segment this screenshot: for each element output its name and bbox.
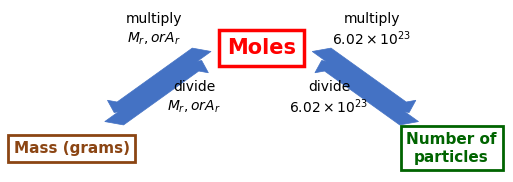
Polygon shape bbox=[107, 48, 211, 112]
Text: $6.02\times10^{23}$: $6.02\times10^{23}$ bbox=[289, 98, 369, 116]
Polygon shape bbox=[315, 61, 419, 125]
Text: $6.02\times10^{23}$: $6.02\times10^{23}$ bbox=[332, 30, 411, 48]
Text: $\it{M_r}$$\it{,orA_r}$: $\it{M_r}$$\it{,orA_r}$ bbox=[167, 99, 221, 115]
Text: Number of
particles: Number of particles bbox=[406, 132, 497, 165]
Text: $\it{M_r}$$\it{,orA_r}$: $\it{M_r}$$\it{,orA_r}$ bbox=[127, 31, 181, 47]
Polygon shape bbox=[312, 48, 416, 112]
Text: divide: divide bbox=[308, 80, 350, 94]
Text: multiply: multiply bbox=[126, 12, 183, 26]
Text: divide: divide bbox=[173, 80, 215, 94]
Polygon shape bbox=[105, 61, 208, 125]
Text: multiply: multiply bbox=[343, 12, 400, 26]
Text: Mass (grams): Mass (grams) bbox=[14, 141, 130, 156]
Text: Moles: Moles bbox=[227, 38, 296, 58]
